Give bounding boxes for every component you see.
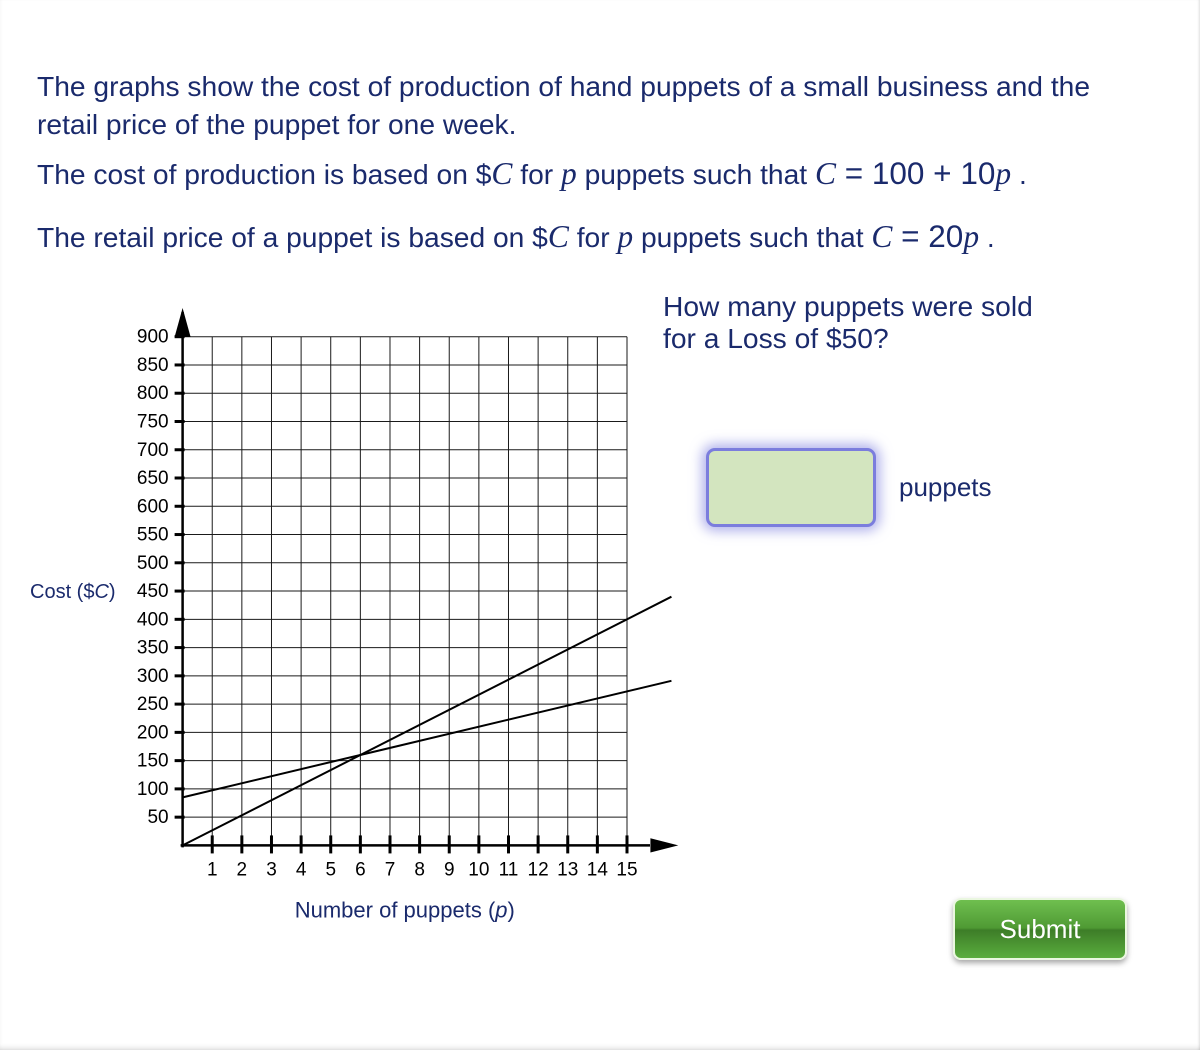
svg-text:550: 550 [137,525,169,546]
svg-text:9: 9 [444,859,455,880]
svg-text:150: 150 [137,751,169,772]
svg-text:15: 15 [616,859,637,880]
svg-text:11: 11 [499,859,519,880]
svg-text:5: 5 [325,859,336,880]
svg-text:7: 7 [385,859,396,880]
svg-text:450: 450 [137,581,169,602]
svg-text:4: 4 [296,859,307,880]
svg-text:12: 12 [528,859,549,880]
svg-text:3: 3 [266,859,277,880]
svg-text:300: 300 [137,666,169,687]
svg-text:800: 800 [137,383,169,404]
svg-text:6: 6 [355,859,366,880]
svg-text:1: 1 [207,859,218,880]
svg-text:500: 500 [137,553,169,574]
svg-text:2: 2 [237,859,248,880]
svg-text:8: 8 [414,859,425,880]
svg-text:200: 200 [137,722,169,743]
svg-text:10: 10 [468,859,489,880]
svg-text:14: 14 [587,859,609,880]
svg-text:700: 700 [137,440,169,461]
svg-text:400: 400 [137,609,169,630]
svg-text:350: 350 [137,638,169,659]
svg-text:650: 650 [137,468,169,489]
svg-text:600: 600 [137,496,169,517]
svg-text:750: 750 [137,411,169,432]
svg-text:900: 900 [137,327,169,348]
svg-text:50: 50 [147,807,168,828]
svg-text:100: 100 [137,779,169,800]
svg-text:Number of puppets (p): Number of puppets (p) [295,897,515,922]
svg-text:850: 850 [137,355,169,376]
svg-text:Cost ($C): Cost ($C) [30,581,116,603]
svg-text:13: 13 [557,859,578,880]
svg-text:250: 250 [137,694,169,715]
